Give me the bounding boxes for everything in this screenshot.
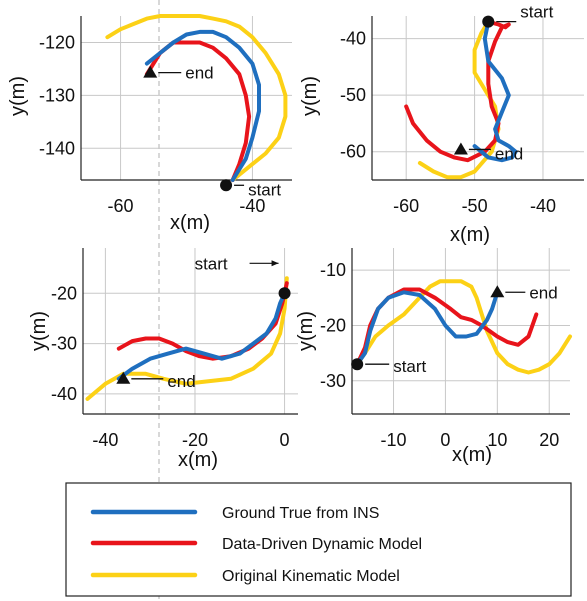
y-tick-label: -40 [51,384,77,404]
legend: Ground True from INS Data-Driven Dynamic … [65,482,572,597]
y-tick-label: -130 [39,85,75,105]
x-tick-label: 20 [539,430,559,450]
y-axis-label: y(m) [7,76,29,116]
legend-label-kin: Original Kinematic Model [222,568,400,585]
series-line-dyn [404,19,511,163]
panel-4: -10 0 10 20 -10 -20 -30 x(m) y(m) end start [295,248,572,466]
panel-3: -40 -20 0 -20 -30 -40 x(m) y(m) start end [28,248,298,471]
series-line-dyn [116,281,289,361]
y-axis-label: y(m) [299,76,321,116]
x-tick-label: 10 [487,430,507,450]
end-marker [116,371,131,384]
arrowhead [271,260,279,267]
y-tick-label: -60 [340,142,366,162]
x-tick-label: 0 [440,430,450,450]
panel-2: -60 -50 -40 -40 -50 -60 x(m) y(m) start end [299,3,584,246]
y-tick-label: -20 [320,315,346,335]
panel-1: -60 -40 -120 -130 -140 x(m) y(m) end start [7,14,292,234]
x-axis-label: x(m) [450,224,490,246]
x-tick-label: -60 [393,196,419,216]
end-marker [453,142,468,155]
legend-label-dyn: Data-Driven Dynamic Model [222,536,422,553]
y-tick-label: -30 [320,371,346,391]
annotation-start: start [248,180,281,199]
x-tick-label: -50 [462,196,488,216]
legend-label-ins: Ground True from INS [222,505,379,522]
x-axis-label: x(m) [452,444,492,466]
x-tick-label: -40 [92,430,118,450]
series-line-kin [355,279,572,375]
annotation-end: end [167,372,195,391]
annotation-start: start [520,3,553,22]
start-marker [351,358,364,371]
y-axis-label: y(m) [295,311,317,351]
y-tick-label: -140 [39,138,75,158]
x-tick-label: -40 [239,196,265,216]
x-axis-label: x(m) [170,212,210,234]
y-tick-label: -50 [340,85,366,105]
y-tick-label: -40 [340,29,366,49]
y-axis-label: y(m) [28,311,50,351]
end-marker [143,65,158,78]
series-line-ins [472,19,518,163]
x-tick-label: -10 [381,430,407,450]
x-tick-label: -40 [530,196,556,216]
start-marker [482,15,495,28]
annotation-end: end [185,64,213,83]
annotation-end: end [529,283,557,302]
annotation-start: start [195,254,228,273]
start-marker [278,287,291,300]
series-line-ins [355,290,500,367]
x-tick-label: -20 [182,430,208,450]
series-line-kin [105,14,288,182]
y-tick-label: -120 [39,32,75,52]
x-tick-label: -60 [108,196,134,216]
start-marker [220,179,233,192]
series-line-ins [144,29,261,182]
x-axis-label: x(m) [178,449,218,471]
annotation-start: start [393,357,426,376]
end-marker [490,285,505,298]
y-tick-label: -30 [51,334,77,354]
y-tick-label: -10 [320,260,346,280]
y-tick-label: -20 [51,283,77,303]
series-line-ins [116,291,287,381]
annotation-end: end [495,144,523,163]
x-tick-label: 0 [280,430,290,450]
